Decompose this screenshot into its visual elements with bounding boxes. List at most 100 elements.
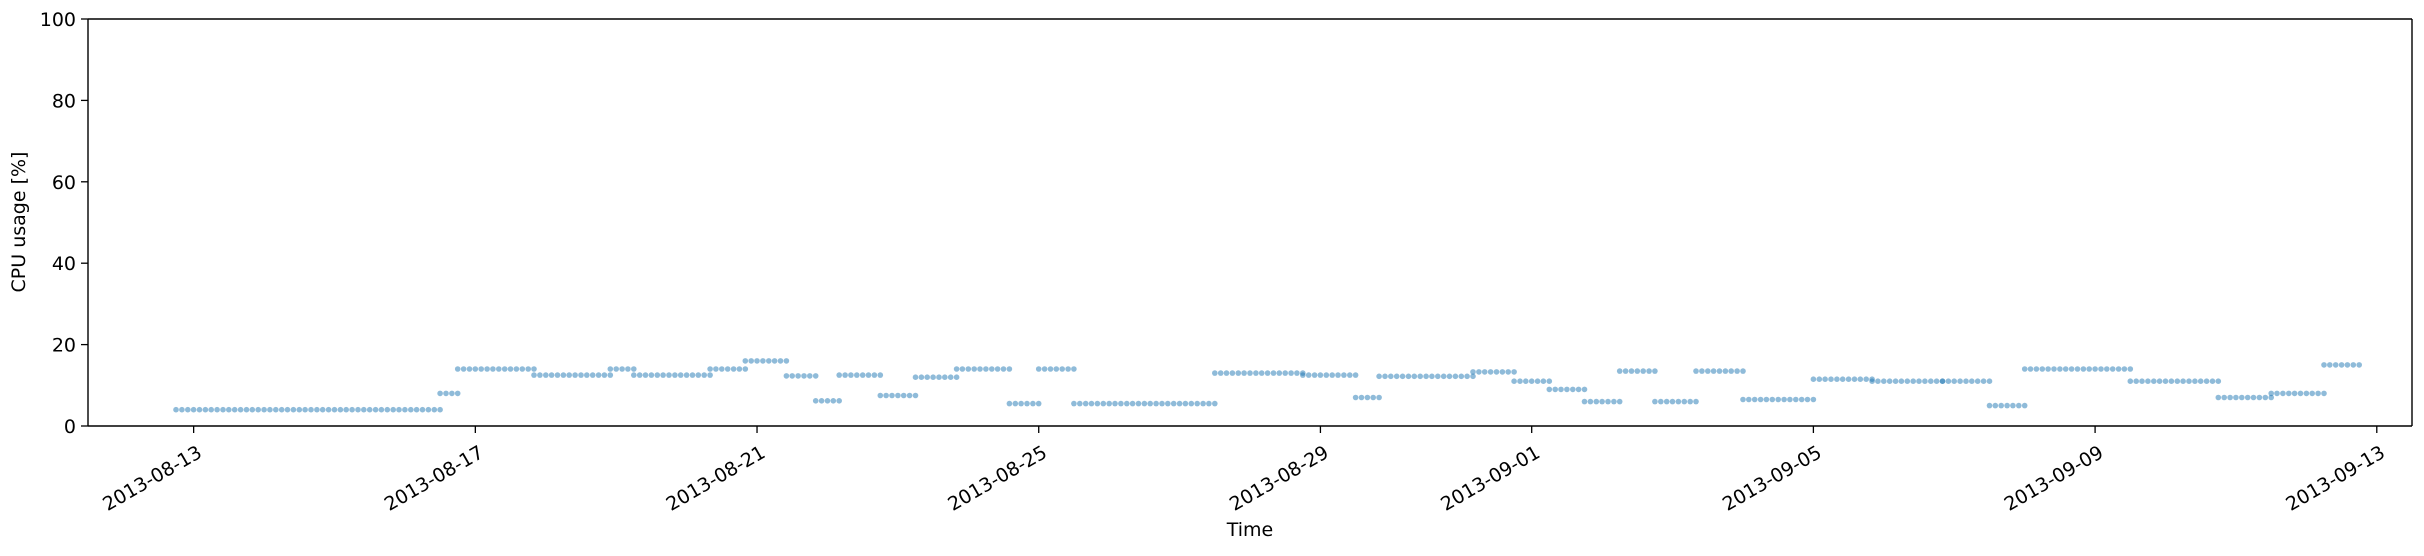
data-point — [783, 358, 790, 364]
data-point — [1705, 368, 1711, 374]
data-point — [454, 390, 461, 397]
data-point — [1258, 370, 1265, 376]
data-point — [454, 366, 461, 372]
data-point — [854, 372, 860, 378]
data-point — [2010, 402, 2016, 409]
data-point — [971, 366, 977, 372]
data-point — [1135, 400, 1142, 407]
data-point — [1423, 373, 1429, 380]
data-point — [1487, 369, 1494, 375]
y-tick-label: 80 — [52, 90, 76, 112]
data-point — [2250, 394, 2257, 401]
data-point — [2062, 366, 2069, 372]
data-point — [337, 406, 344, 413]
data-point — [1787, 396, 1793, 403]
x-tick-label: 2013-09-05 — [1719, 441, 1826, 515]
data-point — [2068, 366, 2075, 372]
data-point — [2133, 378, 2139, 385]
x-tick-label: 2013-09-09 — [2001, 441, 2108, 515]
data-point — [2033, 366, 2040, 372]
data-point — [419, 406, 426, 413]
data-point — [771, 358, 778, 364]
data-point — [748, 358, 754, 364]
data-point — [1605, 398, 1611, 405]
data-point — [2209, 378, 2216, 385]
data-point — [2051, 366, 2057, 372]
data-point — [1212, 370, 1218, 376]
data-point — [572, 372, 578, 378]
data-point — [1370, 394, 1376, 401]
data-point — [208, 406, 214, 413]
data-point — [595, 372, 602, 378]
data-point — [355, 406, 361, 413]
data-point — [1511, 369, 1517, 375]
data-point — [1124, 400, 1130, 407]
data-point — [390, 406, 397, 413]
data-point — [1904, 378, 1911, 385]
data-point — [2227, 394, 2233, 401]
data-point — [2057, 366, 2063, 372]
data-point — [1986, 378, 1993, 385]
data-point — [584, 372, 590, 378]
data-point — [2039, 366, 2046, 372]
data-point — [2168, 378, 2175, 385]
data-point — [1781, 396, 1787, 403]
data-point — [1464, 373, 1470, 380]
data-point — [1071, 400, 1077, 407]
y-axis-title: CPU usage [%] — [8, 152, 30, 293]
data-point — [2233, 394, 2239, 401]
x-axis-title: Time — [1226, 519, 1274, 541]
data-point — [724, 366, 731, 372]
data-point — [959, 366, 966, 372]
data-point — [267, 406, 273, 413]
data-point — [255, 406, 261, 413]
data-point — [1088, 400, 1095, 407]
data-point — [2268, 394, 2274, 401]
data-point — [1998, 402, 2004, 409]
data-point — [2197, 378, 2204, 385]
data-point — [366, 406, 373, 413]
data-point — [484, 366, 490, 372]
data-point — [1658, 398, 1664, 405]
data-point — [1182, 400, 1189, 407]
data-point — [2332, 362, 2339, 368]
data-point — [877, 392, 884, 399]
data-point — [865, 372, 872, 378]
data-point — [736, 366, 743, 372]
data-point — [1869, 378, 1875, 385]
data-point — [1722, 368, 1729, 374]
data-point — [1857, 376, 1864, 383]
data-point — [807, 373, 813, 379]
data-point — [1411, 373, 1418, 380]
data-point — [1305, 372, 1312, 378]
data-point — [1558, 386, 1564, 393]
data-point — [666, 372, 672, 378]
data-point — [220, 406, 226, 413]
data-point — [1892, 378, 1899, 385]
data-point — [413, 406, 420, 413]
data-point — [343, 406, 350, 413]
x-tick-label: 2013-08-21 — [663, 441, 770, 515]
data-point — [460, 366, 467, 372]
data-point — [1147, 400, 1153, 407]
data-point — [179, 406, 185, 413]
data-point — [2104, 366, 2110, 372]
data-point — [543, 372, 549, 378]
data-point — [2086, 366, 2092, 372]
data-point — [965, 366, 972, 372]
data-point — [830, 398, 837, 404]
data-point — [308, 406, 314, 413]
data-point — [1581, 386, 1588, 393]
data-point — [1845, 376, 1852, 383]
data-point — [1006, 366, 1013, 372]
data-point — [683, 372, 690, 378]
data-point — [1417, 373, 1423, 380]
data-point — [1452, 373, 1459, 380]
data-point — [1687, 398, 1693, 405]
data-point — [1446, 373, 1453, 380]
data-point — [1957, 378, 1963, 385]
data-point — [1176, 400, 1183, 407]
data-point — [2356, 362, 2362, 368]
data-point — [1153, 400, 1159, 407]
